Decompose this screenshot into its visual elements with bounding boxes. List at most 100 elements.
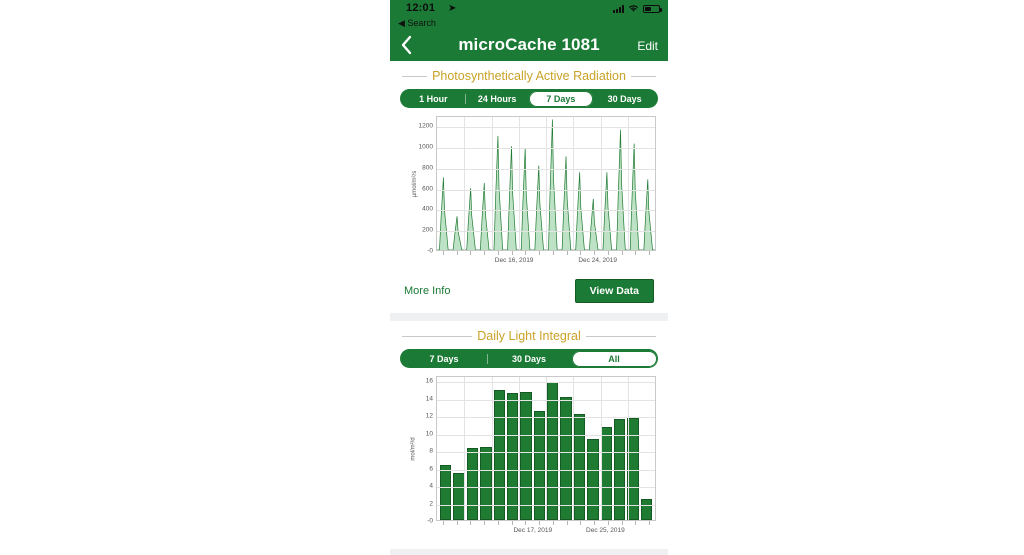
gridline-vertical (546, 377, 547, 520)
dli-bar (600, 426, 612, 520)
dli-range-segmented-control[interactable]: 7 Days 30 Days All (400, 349, 658, 368)
y-tick-label: 14 (425, 395, 433, 403)
dli-bar (466, 447, 479, 520)
par-y-axis: µmol/m²/s -0 200 400 600 800 1000 1200 (402, 116, 436, 255)
location-arrow-icon: ➤ (448, 3, 457, 14)
gridline-vertical (573, 377, 575, 520)
page-title: microCache 1081 (458, 35, 600, 54)
dli-segment-all[interactable]: All (571, 350, 657, 367)
x-tick (442, 251, 444, 255)
y-tick-label: 800 (422, 164, 433, 172)
y-tick-label: 2 (429, 500, 433, 508)
gridline-vertical (518, 117, 520, 250)
status-bar-indicators (613, 4, 662, 13)
gridline-vertical (464, 377, 466, 520)
dli-y-axis-unit: mol/m²/d (410, 436, 417, 461)
chevron-left-icon[interactable] (400, 35, 412, 55)
x-tick (580, 521, 582, 525)
x-tick (497, 251, 499, 255)
dli-bar (453, 473, 465, 520)
y-tick-label: 10 (425, 430, 433, 438)
par-segment-24-hours[interactable]: 24 Hours (465, 91, 529, 107)
x-tick (621, 521, 623, 525)
par-segment-30-days[interactable]: 30 Days (607, 93, 642, 104)
dli-bar (640, 499, 652, 520)
dli-bar (506, 393, 519, 520)
x-tick (566, 251, 568, 255)
x-tick (525, 521, 527, 525)
x-tick (484, 521, 486, 525)
dli-segment-7-days[interactable]: 7 Days (429, 353, 459, 364)
y-tick-label: -0 (427, 247, 433, 255)
dli-x-axis: Dec 17, 2019 Dec 25, 2019 (436, 521, 656, 541)
dli-bar (547, 382, 559, 520)
dli-bar (560, 396, 572, 520)
par-x-axis: Dec 16, 2019 Dec 24, 2019 (436, 251, 656, 271)
y-tick-label: 8 (429, 447, 433, 455)
x-tick-label: Dec 24, 2019 (578, 257, 618, 264)
rule-left (402, 75, 428, 77)
rule-right (585, 335, 656, 337)
y-tick-label: 4 (429, 482, 433, 490)
x-tick (539, 251, 541, 255)
y-tick-label: 400 (422, 205, 433, 213)
par-segment-1-hour[interactable]: 1 Hour (419, 93, 448, 104)
par-plot-area (436, 116, 656, 251)
dli-card: Daily Light Integral 7 Days 30 Days All mo… (390, 321, 668, 549)
x-tick (635, 521, 637, 525)
x-tick-label: Dec 25, 2019 (586, 527, 625, 534)
more-info-link[interactable]: More Info (404, 285, 451, 297)
battery-icon (643, 5, 662, 13)
par-chart: µmol/m²/s -0 200 400 600 800 1000 1200 Dec 16,… (402, 116, 656, 271)
content-scroll-area[interactable]: Photosynthetically Active Radiation 1 Ho… (390, 61, 668, 555)
x-tick (607, 521, 609, 525)
x-tick (594, 251, 596, 255)
par-line-path (437, 120, 655, 250)
cellular-signal-icon (613, 5, 624, 13)
gridline-vertical (518, 377, 520, 520)
edit-button[interactable]: Edit (637, 39, 658, 53)
return-to-search-label[interactable]: ◀ Search (398, 18, 436, 28)
x-tick (552, 521, 554, 525)
x-tick (580, 251, 582, 255)
wifi-icon (629, 5, 638, 12)
x-tick (442, 521, 444, 525)
x-tick-label: Dec 17, 2019 (513, 527, 553, 534)
dli-card-header: Daily Light Integral (390, 329, 668, 343)
gridline-vertical (627, 117, 629, 250)
par-range-segmented-control[interactable]: 1 Hour 24 Hours 7 Days 30 Days (400, 89, 658, 108)
x-tick (594, 521, 596, 525)
par-card: Photosynthetically Active Radiation 1 Ho… (390, 61, 668, 313)
y-tick-label: 1200 (418, 122, 433, 130)
x-tick (649, 251, 651, 255)
gridline-vertical (573, 117, 575, 250)
x-tick (456, 251, 458, 255)
rule-right (630, 75, 656, 77)
dli-bar (533, 410, 545, 520)
gridline-vertical (600, 117, 602, 250)
dli-segment-30-days[interactable]: 30 Days (486, 351, 572, 367)
par-series-line (437, 117, 655, 250)
dli-bar (587, 439, 599, 520)
gridline-vertical (627, 377, 629, 520)
x-tick (525, 251, 527, 255)
x-tick-label: Dec 16, 2019 (494, 257, 534, 264)
return-to-search-row[interactable]: ◀ Search (390, 18, 668, 31)
y-tick-label: 6 (429, 465, 433, 473)
x-tick (470, 251, 472, 255)
x-tick (566, 521, 568, 525)
x-tick (607, 251, 609, 255)
x-tick (511, 521, 513, 525)
dli-chart: mol/m²/d -0 2 4 6 8 10 12 14 16 Dec 17, 2019 Dec … (402, 376, 656, 541)
y-tick-label: 16 (425, 377, 433, 385)
x-tick (635, 251, 637, 255)
view-data-button[interactable]: View Data (574, 279, 654, 303)
status-bar-time: 12:01 (406, 2, 436, 14)
dli-bar (440, 464, 452, 520)
x-tick (511, 251, 513, 255)
par-y-axis-unit: µmol/m²/s (412, 170, 419, 197)
par-segment-7-days[interactable]: 7 Days (529, 90, 593, 107)
status-bar: 12:01 ➤ (390, 0, 668, 18)
dli-bar (573, 414, 586, 520)
gridline-vertical (464, 117, 466, 250)
